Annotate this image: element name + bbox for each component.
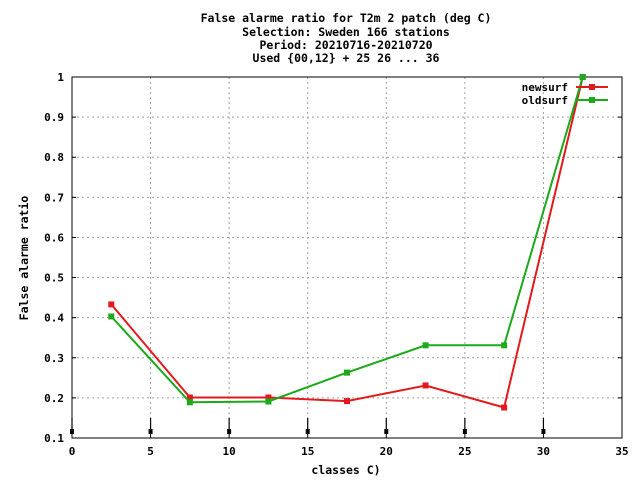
data-point-newsurf bbox=[344, 398, 350, 405]
chart-title: False alarme ratio for T2m 2 patch (deg … bbox=[201, 11, 492, 65]
x-tick-label: 0 bbox=[69, 445, 76, 458]
y-tick-label: 0.9 bbox=[44, 111, 64, 124]
data-point-oldsurf bbox=[186, 399, 193, 406]
data-point-oldsurf bbox=[501, 342, 508, 349]
y-tick-label: 1 bbox=[57, 71, 64, 84]
title-line-1: False alarme ratio for T2m 2 patch (deg … bbox=[201, 11, 492, 25]
legend-label-newsurf: newsurf bbox=[522, 81, 568, 94]
data-point-oldsurf bbox=[344, 369, 350, 376]
title-line-2: Selection: Sweden 166 stations bbox=[242, 25, 450, 39]
legend-marker-oldsurf bbox=[589, 97, 595, 103]
y-tick-label: 0.7 bbox=[44, 191, 64, 204]
x-tick-label: 35 bbox=[615, 445, 628, 458]
class-marker-dot bbox=[148, 429, 153, 434]
class-marker-dot bbox=[384, 429, 389, 434]
legend: newsurf oldsurf bbox=[522, 81, 608, 107]
x-tick-label: 10 bbox=[223, 445, 236, 458]
title-line-4: Used {00,12} + 25 26 ... 36 bbox=[253, 51, 440, 65]
y-tick-labels: 0.1 0.2 0.3 0.4 0.5 0.6 0.7 0.8 0.9 1 bbox=[44, 71, 64, 445]
x-tick-label: 20 bbox=[380, 445, 393, 458]
x-tick-labels: 0 5 10 15 20 25 30 35 bbox=[69, 445, 629, 458]
x-tick-label: 5 bbox=[147, 445, 154, 458]
y-tick-label: 0.4 bbox=[44, 312, 64, 325]
y-tick-label: 0.6 bbox=[44, 231, 64, 244]
y-axis-label: False alarme ratio bbox=[17, 196, 31, 321]
series-lines bbox=[108, 74, 586, 411]
data-point-newsurf bbox=[422, 382, 429, 389]
y-tick-label: 0.2 bbox=[44, 392, 64, 405]
y-tick-label: 0.8 bbox=[44, 151, 64, 164]
plot-frame bbox=[71, 76, 623, 439]
legend-marker-newsurf bbox=[589, 84, 595, 90]
title-line-3: Period: 20210716-20210720 bbox=[259, 38, 432, 52]
data-point-newsurf bbox=[265, 394, 272, 401]
class-marker-dot bbox=[541, 429, 546, 434]
y-tick-label: 0.1 bbox=[44, 432, 64, 445]
data-point-newsurf bbox=[186, 394, 193, 401]
class-markers bbox=[70, 418, 546, 434]
x-tick-label: 25 bbox=[458, 445, 471, 458]
data-point-oldsurf bbox=[108, 313, 115, 320]
y-tick-label: 0.5 bbox=[44, 272, 64, 285]
legend-label-oldsurf: oldsurf bbox=[522, 94, 568, 107]
x-tick-label: 15 bbox=[301, 445, 314, 458]
data-point-newsurf bbox=[501, 404, 508, 411]
grid bbox=[71, 76, 623, 439]
y-tick-label: 0.3 bbox=[44, 352, 64, 365]
class-marker-dot bbox=[462, 429, 467, 434]
data-point-oldsurf bbox=[579, 74, 586, 80]
class-marker-dot bbox=[305, 429, 310, 434]
x-tick-label: 30 bbox=[537, 445, 550, 458]
series-line-oldsurf bbox=[110, 76, 584, 404]
class-marker-dot bbox=[227, 429, 232, 434]
class-marker-dot bbox=[70, 429, 74, 434]
x-axis-label: classes C) bbox=[311, 463, 380, 477]
data-point-oldsurf bbox=[265, 398, 272, 405]
data-point-oldsurf bbox=[422, 342, 429, 349]
data-point-newsurf bbox=[108, 301, 115, 308]
